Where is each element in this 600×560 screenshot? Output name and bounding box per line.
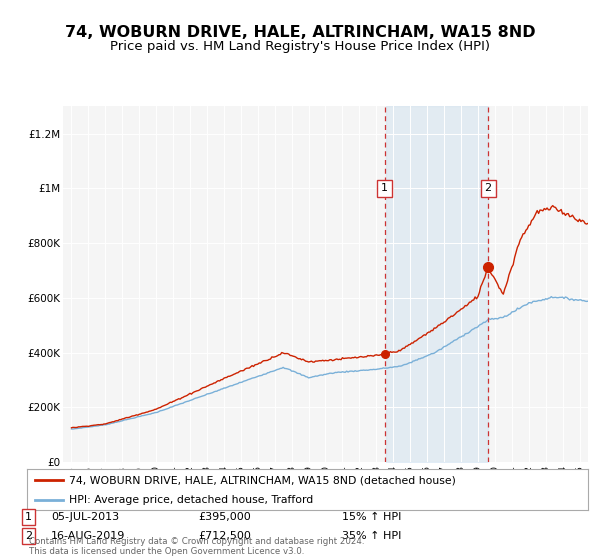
Text: 05-JUL-2013: 05-JUL-2013 bbox=[51, 512, 119, 522]
Text: 1: 1 bbox=[381, 184, 388, 193]
Text: 1: 1 bbox=[25, 512, 32, 522]
Text: 2: 2 bbox=[25, 531, 32, 541]
Text: Price paid vs. HM Land Registry's House Price Index (HPI): Price paid vs. HM Land Registry's House … bbox=[110, 40, 490, 53]
Text: 74, WOBURN DRIVE, HALE, ALTRINCHAM, WA15 8ND: 74, WOBURN DRIVE, HALE, ALTRINCHAM, WA15… bbox=[65, 25, 535, 40]
Text: £395,000: £395,000 bbox=[198, 512, 251, 522]
Text: 15% ↑ HPI: 15% ↑ HPI bbox=[342, 512, 401, 522]
Text: 16-AUG-2019: 16-AUG-2019 bbox=[51, 531, 125, 541]
Text: Contains HM Land Registry data © Crown copyright and database right 2024.
This d: Contains HM Land Registry data © Crown c… bbox=[29, 536, 364, 556]
Text: 2: 2 bbox=[485, 184, 491, 193]
Text: £712,500: £712,500 bbox=[198, 531, 251, 541]
Text: 35% ↑ HPI: 35% ↑ HPI bbox=[342, 531, 401, 541]
Text: HPI: Average price, detached house, Trafford: HPI: Average price, detached house, Traf… bbox=[69, 494, 313, 505]
Text: 74, WOBURN DRIVE, HALE, ALTRINCHAM, WA15 8ND (detached house): 74, WOBURN DRIVE, HALE, ALTRINCHAM, WA15… bbox=[69, 475, 456, 485]
